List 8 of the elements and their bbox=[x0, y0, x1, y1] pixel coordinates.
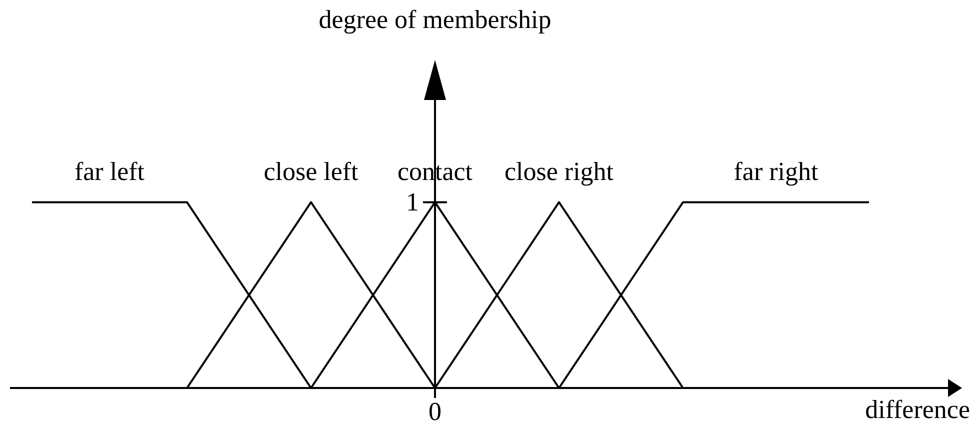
text: 0 bbox=[428, 397, 442, 423]
x-axis-title: difference bbox=[865, 395, 970, 423]
series-label: far left bbox=[74, 157, 146, 186]
text: degree of membership bbox=[318, 5, 552, 34]
series-label: close left bbox=[264, 157, 360, 186]
series-label: far right bbox=[734, 157, 820, 186]
series-label: close right bbox=[504, 157, 614, 186]
annotation: 1 bbox=[406, 188, 419, 217]
